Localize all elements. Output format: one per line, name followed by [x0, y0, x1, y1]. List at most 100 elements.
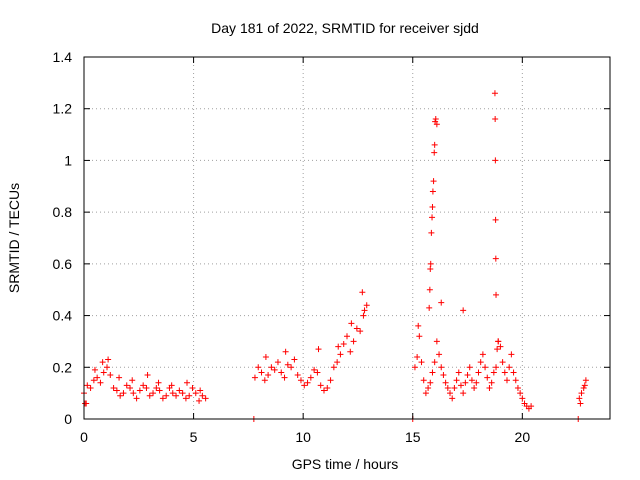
data-point [427, 379, 434, 386]
data-point [438, 299, 445, 306]
data-point [282, 348, 289, 355]
data-point [337, 351, 344, 358]
data-point [493, 291, 500, 298]
data-point [493, 364, 500, 371]
data-point [196, 397, 203, 404]
data-point [202, 395, 209, 402]
data-point [129, 377, 136, 384]
data-point [471, 384, 478, 391]
data-point [156, 387, 163, 394]
data-point [153, 384, 160, 391]
data-point [429, 188, 436, 195]
data-point [503, 377, 510, 384]
data-point [514, 384, 521, 391]
data-point [159, 395, 166, 402]
data-point [486, 384, 493, 391]
y-tick-label: 1 [64, 152, 72, 168]
data-point [91, 366, 98, 373]
data-point [100, 369, 107, 376]
data-points [81, 90, 589, 422]
data-point [359, 289, 366, 296]
data-point [87, 384, 94, 391]
x-tick-label: 5 [190, 429, 198, 445]
data-point [460, 307, 467, 314]
data-point [127, 384, 134, 391]
y-axis-title: SRMTID / TECUs [6, 183, 22, 293]
data-point [510, 369, 517, 376]
data-point [84, 382, 91, 389]
data-point [335, 343, 342, 350]
data-point [447, 390, 454, 397]
data-point [113, 387, 120, 394]
data-point [453, 377, 460, 384]
data-point [268, 364, 275, 371]
data-point [415, 322, 422, 329]
data-point [271, 366, 278, 373]
data-point [274, 359, 281, 366]
data-point [350, 338, 357, 345]
data-point [426, 286, 433, 293]
data-point [130, 390, 137, 397]
data-point [288, 364, 295, 371]
data-point [491, 90, 498, 97]
data-point [436, 351, 443, 358]
data-point [353, 325, 360, 332]
data-point [104, 364, 111, 371]
data-point [315, 346, 322, 353]
data-point [429, 203, 436, 210]
data-point [449, 395, 456, 402]
data-point [143, 384, 150, 391]
data-point [528, 403, 535, 410]
data-point [189, 384, 196, 391]
data-point [107, 372, 114, 379]
data-point [431, 141, 438, 148]
data-point [475, 369, 482, 376]
data-point [492, 157, 499, 164]
data-point [432, 116, 439, 123]
y-tick-label: 0.8 [53, 204, 73, 220]
data-point [136, 387, 143, 394]
data-point [473, 379, 480, 386]
data-point [314, 369, 321, 376]
data-point [90, 377, 97, 384]
x-axis-tick-labels: 0 5 10 15 20 [80, 429, 530, 445]
data-point [144, 372, 151, 379]
data-point [117, 392, 124, 399]
data-point [431, 359, 438, 366]
data-point [479, 351, 486, 358]
data-point [163, 392, 170, 399]
data-point [582, 377, 589, 384]
data-point [334, 359, 341, 366]
data-point [317, 382, 324, 389]
data-point [444, 384, 451, 391]
data-point [490, 369, 497, 376]
y-axis-tick-labels: 0 0.2 0.4 0.6 0.8 1 1.2 1.4 [53, 49, 73, 427]
data-point [460, 390, 467, 397]
data-point [186, 392, 193, 399]
data-point [258, 369, 265, 376]
axis-ticks [83, 56, 610, 420]
data-point [414, 353, 421, 360]
data-point [431, 149, 438, 156]
data-point [307, 374, 314, 381]
y-tick-label: 0 [64, 411, 72, 427]
data-point [327, 377, 334, 384]
data-point [451, 384, 458, 391]
data-point [426, 304, 433, 311]
data-point [255, 364, 262, 371]
data-point [457, 382, 464, 389]
data-point [442, 379, 449, 386]
data-point [291, 356, 298, 363]
data-point [324, 384, 331, 391]
data-point [581, 382, 588, 389]
data-point [278, 369, 285, 376]
data-point [420, 377, 427, 384]
data-point [477, 359, 484, 366]
chart-title: Day 181 of 2022, SRMTID for receiver sjd… [211, 20, 479, 36]
y-tick-label: 0.6 [53, 256, 73, 272]
data-point [97, 379, 104, 386]
data-point [495, 338, 502, 345]
data-point [418, 359, 425, 366]
